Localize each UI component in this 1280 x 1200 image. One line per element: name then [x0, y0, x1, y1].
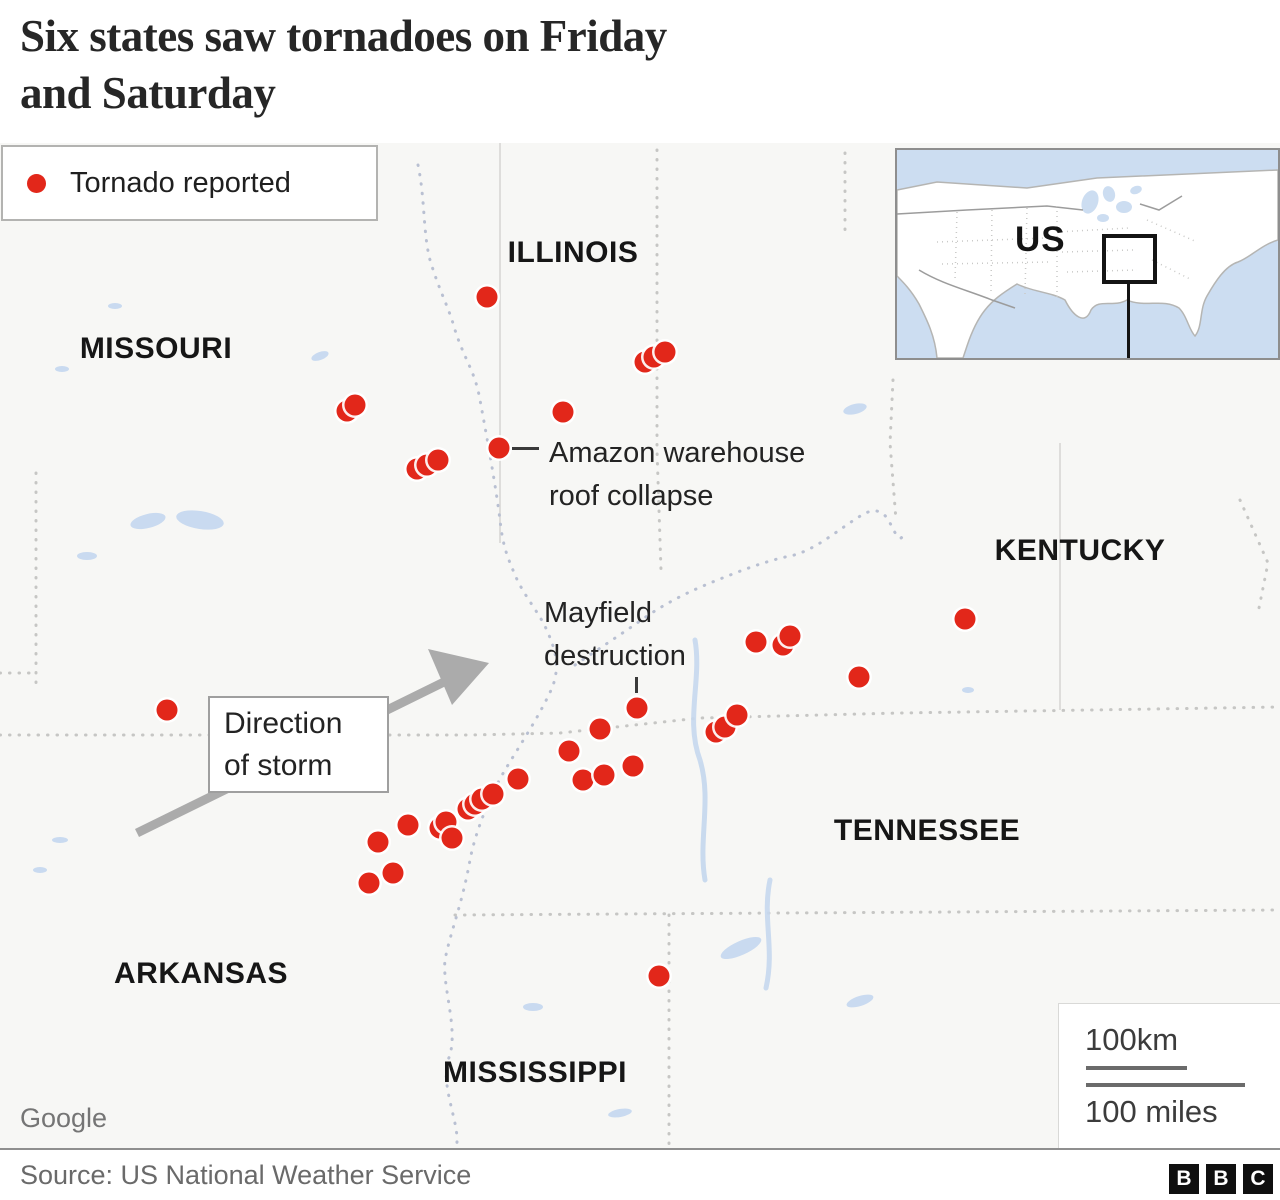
scale-panel: 100km 100 miles [1058, 1003, 1280, 1148]
state-label-illinois: ILLINOIS [507, 236, 639, 269]
tornado-dot [558, 740, 580, 762]
annotation-amazon: Amazon warehouse roof collapse [549, 437, 806, 512]
tornado-dot [344, 394, 366, 416]
bbc-logo-block-b1: B [1169, 1164, 1199, 1194]
tornado-dot [507, 768, 529, 790]
footer: Source: US National Weather Service B B … [0, 1148, 1280, 1200]
tornado-dot [626, 697, 648, 719]
tornado-dot [745, 631, 767, 653]
tornado-dot [726, 704, 748, 726]
tornado-dot [488, 437, 510, 459]
map-base-layer [0, 143, 1280, 1148]
map-area: ILLINOIS MISSOURI KENTUCKY TENNESSEE ARKANSA… [0, 143, 1280, 1148]
annotation-direction-of-storm: Direction of storm [208, 696, 389, 793]
tornado-dot [476, 286, 498, 308]
inset-map-drawing [897, 150, 1278, 358]
tornado-dot [779, 625, 801, 647]
tornado-dot [156, 699, 178, 721]
tornado-dot [954, 608, 976, 630]
tornado-dot [482, 783, 504, 805]
inset-us-label: US [1015, 220, 1066, 259]
scale-miles-label: 100 miles [1085, 1094, 1218, 1129]
tornado-dot [552, 401, 574, 423]
state-label-missouri: MISSOURI [79, 332, 233, 365]
tornado-dot [654, 341, 676, 363]
tornado-dot-icon [27, 173, 46, 193]
tornado-dot [367, 831, 389, 853]
tornado-dot [593, 764, 615, 786]
inset-us-map: US [895, 148, 1280, 360]
state-label-arkansas: ARKANSAS [113, 957, 289, 990]
map-attribution: Google [20, 1103, 108, 1133]
scale-km-bar [1086, 1066, 1187, 1070]
page-title: Six states saw tornadoes on Friday and S… [20, 8, 1060, 122]
tornado-dot [848, 666, 870, 688]
inset-focus-rectangle [1102, 234, 1157, 284]
tornado-dot [435, 811, 457, 833]
tornado-dot [589, 718, 611, 740]
amazon-leader-line [512, 447, 539, 450]
legend: Tornado reported [1, 145, 378, 221]
state-label-kentucky: KENTUCKY [994, 534, 1166, 567]
tornado-dot [441, 827, 463, 849]
title-line-1: Six states saw tornadoes on Friday [20, 11, 667, 61]
tornado-dot [427, 449, 449, 471]
annotation-mayfield: Mayfield destruction [544, 597, 686, 672]
tornado-dot [382, 862, 404, 884]
state-label-mississippi: MISSISSIPPI [443, 1056, 627, 1089]
state-label-tennessee: TENNESSEE [833, 814, 1021, 847]
tornado-dot [397, 814, 419, 836]
legend-label: Tornado reported [70, 166, 291, 199]
mayfield-leader-line [635, 677, 638, 693]
scale-miles-bar [1086, 1083, 1245, 1087]
tornado-dot [648, 965, 670, 987]
source-text: Source: US National Weather Service [20, 1160, 472, 1190]
title-line-2: and Saturday [20, 68, 276, 118]
bbc-logo-block-b2: B [1206, 1164, 1236, 1194]
bbc-logo-block-c: C [1243, 1164, 1273, 1194]
tornado-dot [358, 872, 380, 894]
inset-focus-line [1127, 282, 1130, 358]
bbc-logo: B B C [1162, 1164, 1273, 1194]
tornado-dot [622, 755, 644, 777]
scale-km-label: 100km [1085, 1022, 1179, 1057]
tornado-dot [572, 769, 594, 791]
